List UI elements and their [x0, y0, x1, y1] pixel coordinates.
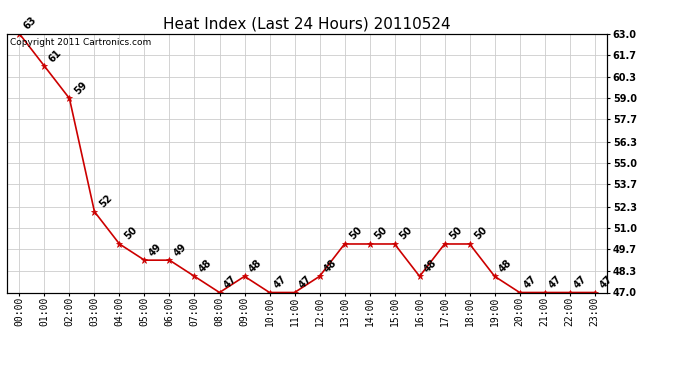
Text: 47: 47: [522, 274, 539, 290]
Text: 47: 47: [222, 274, 239, 290]
Text: 50: 50: [373, 225, 389, 242]
Text: 48: 48: [497, 258, 514, 274]
Text: 61: 61: [47, 47, 63, 64]
Text: 47: 47: [547, 274, 564, 290]
Text: 52: 52: [97, 193, 114, 210]
Title: Heat Index (Last 24 Hours) 20110524: Heat Index (Last 24 Hours) 20110524: [164, 16, 451, 31]
Text: 48: 48: [247, 258, 264, 274]
Text: 50: 50: [397, 225, 414, 242]
Text: 48: 48: [322, 258, 339, 274]
Text: 59: 59: [72, 80, 89, 96]
Text: 47: 47: [273, 274, 289, 290]
Text: 48: 48: [197, 258, 214, 274]
Text: 50: 50: [347, 225, 364, 242]
Text: 63: 63: [22, 15, 39, 32]
Text: 47: 47: [573, 274, 589, 290]
Text: 50: 50: [473, 225, 489, 242]
Text: 47: 47: [297, 274, 314, 290]
Text: 47: 47: [598, 274, 614, 290]
Text: 49: 49: [147, 242, 164, 258]
Text: 49: 49: [172, 242, 189, 258]
Text: 50: 50: [122, 225, 139, 242]
Text: 48: 48: [422, 258, 439, 274]
Text: 50: 50: [447, 225, 464, 242]
Text: Copyright 2011 Cartronics.com: Copyright 2011 Cartronics.com: [10, 38, 151, 46]
